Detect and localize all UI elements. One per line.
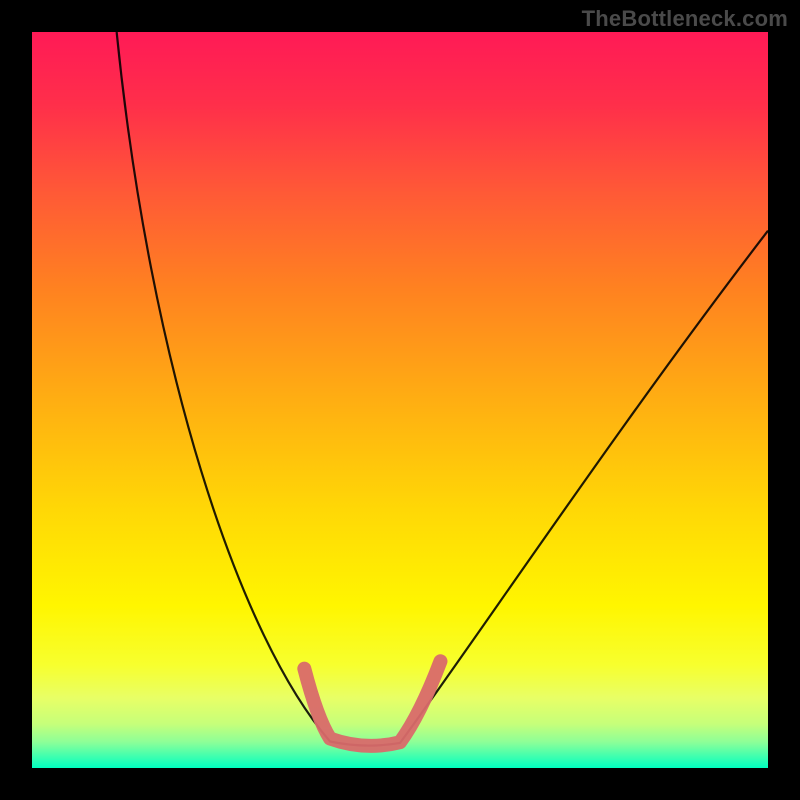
watermark-text: TheBottleneck.com [582, 6, 788, 32]
plot-background [32, 32, 768, 768]
bottleneck-chart [0, 0, 800, 800]
